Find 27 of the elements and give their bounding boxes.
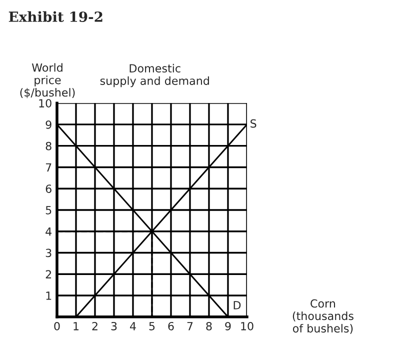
annotation: D: [234, 301, 241, 310]
y-tick-label: 6: [46, 184, 52, 193]
chart-title: Exhibit 19-2: [8, 11, 102, 22]
x-tick-label: 0: [54, 322, 60, 330]
x-axis-title: Corn (thousands of bushels): [292, 299, 354, 334]
x-tick-label: 7: [187, 322, 193, 330]
chart-subtitle: Domestic supply and demand: [100, 64, 209, 88]
y-tick-label: 4: [46, 227, 52, 236]
y-axis-title: World price ($/bushel): [20, 63, 75, 98]
annotation: S: [250, 119, 256, 128]
y-tick-label: 9: [46, 120, 52, 129]
x-tick-label: 9: [225, 322, 231, 330]
x-tick-label: 8: [206, 322, 212, 330]
x-tick-label: 1: [74, 322, 78, 330]
y-tick-label: 7: [46, 163, 52, 172]
y-tick-label: 3: [46, 248, 52, 258]
y-tick-label: 1: [46, 292, 52, 300]
x-tick-label: 4: [130, 322, 136, 330]
x-tick-label: 5: [149, 322, 155, 330]
y-tick-label: 10: [39, 99, 52, 108]
x-tick-label: 6: [168, 322, 174, 330]
y-tick-label: 8: [46, 142, 52, 150]
y-tick-label: 2: [46, 270, 52, 278]
x-tick-label: 10: [241, 322, 254, 330]
y-tick-label: 5: [46, 206, 52, 214]
x-tick-label: 3: [111, 322, 117, 330]
x-tick-label: 2: [92, 322, 98, 330]
